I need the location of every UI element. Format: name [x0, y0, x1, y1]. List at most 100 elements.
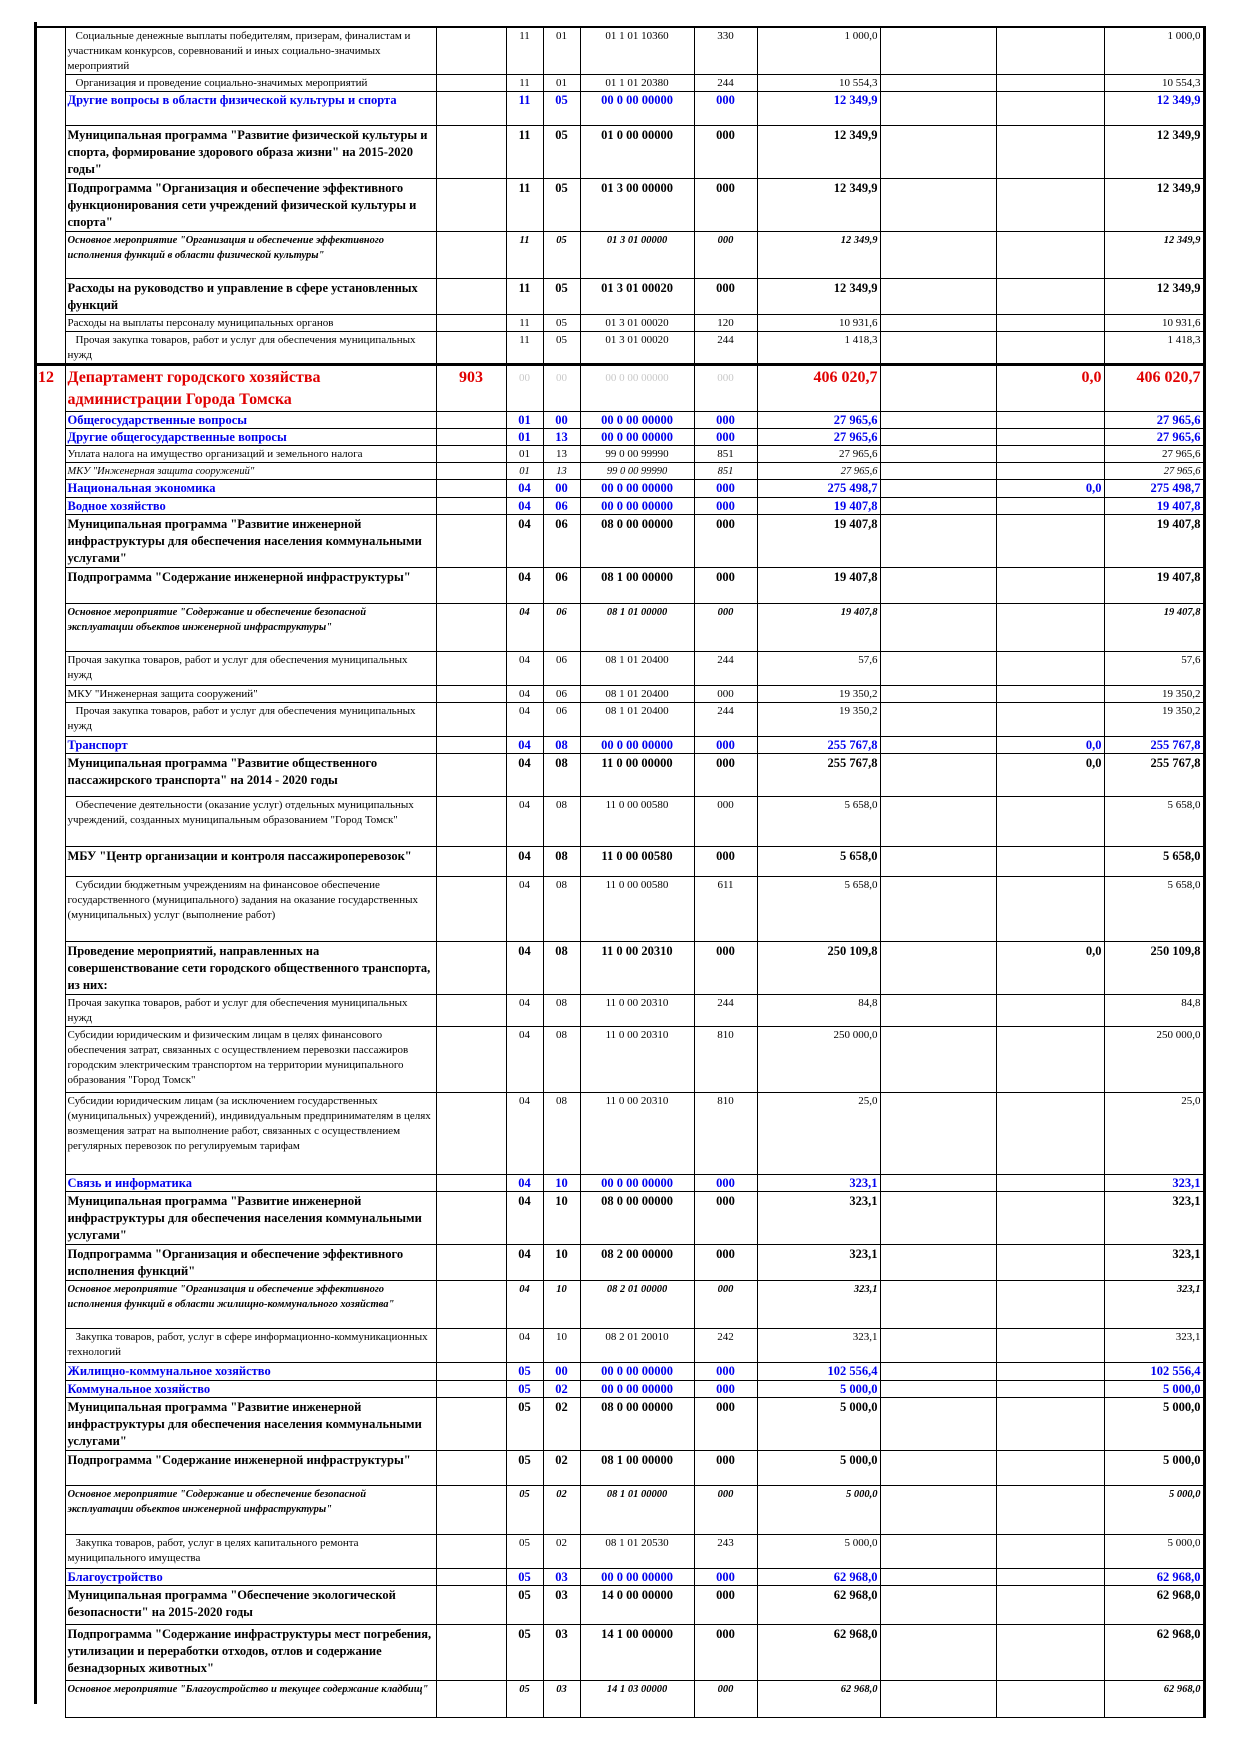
- total-amount: 323,1: [1103, 1328, 1206, 1363]
- row-number: [36, 1624, 66, 1681]
- expense-type-code: 000: [693, 753, 758, 797]
- expense-type-code: 000: [693, 603, 758, 652]
- change-amount: [995, 603, 1105, 652]
- row-number: [36, 994, 66, 1027]
- target-article-code: 01 3 01 00000: [579, 231, 695, 279]
- subsection-code: 08: [542, 1092, 581, 1175]
- section-code: 11: [505, 125, 544, 179]
- empty-cell: [879, 1485, 997, 1535]
- change-amount: [995, 1534, 1105, 1569]
- subsection-code: 02: [542, 1450, 581, 1486]
- row-number: [36, 796, 66, 847]
- ministry-code: [435, 1624, 507, 1681]
- section-code: 04: [505, 1026, 544, 1093]
- empty-cell: [879, 363, 997, 412]
- amount: 323,1: [756, 1280, 881, 1329]
- row-description: Жилищно-коммунальное хозяйство: [64, 1362, 437, 1381]
- table-row: Закупка товаров, работ, услуг в целях ка…: [36, 1534, 1206, 1569]
- change-amount: [995, 1026, 1105, 1093]
- amount: 255 767,8: [756, 736, 881, 754]
- total-amount: 5 000,0: [1103, 1380, 1206, 1398]
- target-article-code: 00 0 00 00000: [579, 91, 695, 126]
- target-article-code: 14 1 03 00000: [579, 1680, 695, 1718]
- total-amount: 250 000,0: [1103, 1026, 1206, 1093]
- amount: 12 349,9: [756, 278, 881, 315]
- amount: 62 968,0: [756, 1568, 881, 1586]
- row-number: [36, 231, 66, 279]
- ministry-code: [435, 1280, 507, 1329]
- ministry-code: [435, 846, 507, 877]
- table-row: Водное хозяйство 04 06 00 0 00 00000 000 19 4…: [36, 497, 1206, 515]
- change-amount: [995, 567, 1105, 604]
- row-description: Организация и проведение социально-значи…: [64, 74, 437, 92]
- row-number: [36, 1568, 66, 1586]
- table-row: Другие общегосударственные вопросы 01 13 00…: [36, 428, 1206, 446]
- empty-cell: [879, 445, 997, 463]
- row-number: [36, 1191, 66, 1245]
- subsection-code: 01: [542, 26, 581, 75]
- table-row: Муниципальная программа "Развитие инжене…: [36, 514, 1206, 568]
- subsection-code: 13: [542, 428, 581, 446]
- empty-cell: [879, 941, 997, 995]
- row-number: [36, 497, 66, 515]
- total-amount: 323,1: [1103, 1244, 1206, 1281]
- change-amount: [995, 411, 1105, 429]
- section-code: 04: [505, 876, 544, 942]
- table-row: Субсидии бюджетным учреждениям на финанс…: [36, 876, 1206, 942]
- total-amount: 1 418,3: [1103, 331, 1206, 366]
- subsection-code: 00: [542, 1362, 581, 1381]
- subsection-code: 06: [542, 702, 581, 737]
- target-article-code: 00 0 00 00000: [579, 1362, 695, 1381]
- target-article-code: 08 1 01 00000: [579, 603, 695, 652]
- table-row: МКУ "Инженерная защита сооружений" 01 13 99…: [36, 462, 1206, 480]
- subsection-code: 05: [542, 314, 581, 332]
- target-article-code: 01 3 00 00000: [579, 178, 695, 232]
- expense-type-code: 851: [693, 462, 758, 480]
- subsection-code: 13: [542, 462, 581, 480]
- subsection-code: 08: [542, 1026, 581, 1093]
- table-row: Проведение мероприятий, направленных на …: [36, 941, 1206, 995]
- row-number: [36, 651, 66, 686]
- ministry-code: [435, 1450, 507, 1486]
- target-article-code: 99 0 00 99990: [579, 462, 695, 480]
- change-amount: [995, 278, 1105, 315]
- section-code: 04: [505, 479, 544, 498]
- total-amount: 255 767,8: [1103, 753, 1206, 797]
- row-number: [36, 479, 66, 498]
- row-description: Субсидии юридическим лицам (за исключени…: [64, 1092, 437, 1175]
- table-row: Муниципальная программа "Обеспечение эко…: [36, 1585, 1206, 1625]
- amount: 102 556,4: [756, 1362, 881, 1381]
- expense-type-code: 244: [693, 331, 758, 366]
- row-number: [36, 753, 66, 797]
- row-description: Муниципальная программа "Развитие инжене…: [64, 1191, 437, 1245]
- section-code: 11: [505, 178, 544, 232]
- row-description: Национальная экономика: [64, 479, 437, 498]
- left-border: [34, 22, 37, 1704]
- row-description: МБУ "Центр организации и контроля пассаж…: [64, 846, 437, 877]
- expense-type-code: 000: [693, 125, 758, 179]
- target-article-code: 14 0 00 00000: [579, 1585, 695, 1625]
- ministry-code: [435, 651, 507, 686]
- row-number: [36, 74, 66, 92]
- total-amount: 62 968,0: [1103, 1680, 1206, 1718]
- ministry-code: [435, 462, 507, 480]
- empty-cell: [879, 736, 997, 754]
- total-amount: 57,6: [1103, 651, 1206, 686]
- total-amount: 27 965,6: [1103, 428, 1206, 446]
- change-amount: [995, 1568, 1105, 1586]
- row-number: [36, 314, 66, 332]
- amount: 5 000,0: [756, 1534, 881, 1569]
- subsection-code: 06: [542, 567, 581, 604]
- target-article-code: 11 0 00 00580: [579, 796, 695, 847]
- change-amount: [995, 1450, 1105, 1486]
- change-amount: 0,0: [995, 941, 1105, 995]
- ministry-code: [435, 1026, 507, 1093]
- ministry-code: [435, 1380, 507, 1398]
- expense-type-code: 000: [693, 411, 758, 429]
- empty-cell: [879, 1280, 997, 1329]
- amount: 19 407,8: [756, 603, 881, 652]
- row-description: Подпрограмма "Организация и обеспечение …: [64, 1244, 437, 1281]
- amount: 5 658,0: [756, 846, 881, 877]
- empty-cell: [879, 1585, 997, 1625]
- table-row: Подпрограмма "Организация и обеспечение …: [36, 178, 1206, 232]
